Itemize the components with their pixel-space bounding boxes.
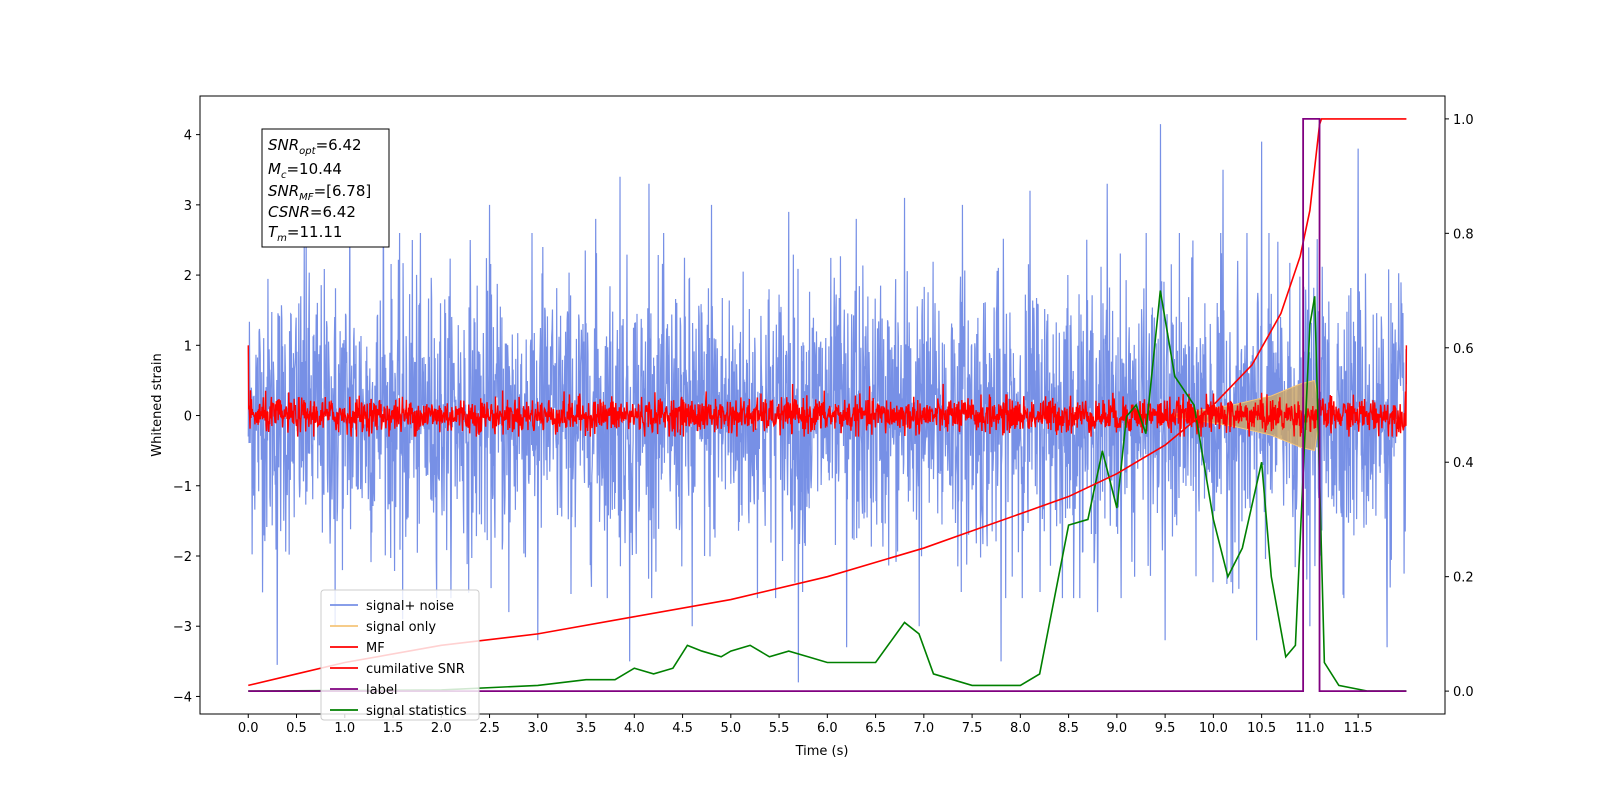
x-axis: 0.0 0.5 1.0 1.5 2.0 2.5 3.0 3.5 4.0 4.5 5.0 5.5 6.0 6… [238, 714, 1373, 736]
x-tick-label: 1.0 [334, 721, 355, 736]
x-tick-label: 10.0 [1199, 721, 1228, 736]
legend: signal+ noise signal only MF cumilative SNR… [320, 589, 480, 721]
y2-tick-label: 0.0 [1453, 685, 1474, 700]
x-tick-label: 11.0 [1295, 721, 1324, 736]
axes-frame [199, 95, 1446, 715]
x-tick-label: 9.5 [1155, 721, 1176, 736]
y-axis-right: 1.0 0.8 0.6 0.4 0.2 0.0 [1445, 113, 1474, 700]
legend-entry: cumilative SNR [366, 662, 465, 677]
x-tick-label: 6.5 [865, 721, 886, 736]
x-tick-label: 8.5 [1058, 721, 1079, 736]
annotation-mc: Mc=10.44 [268, 160, 342, 181]
y-axis-left: 4 3 2 1 0 −1 −2 −3 −4 [173, 129, 200, 705]
y2-tick-label: 0.4 [1453, 456, 1474, 471]
legend-entry: signal+ noise [366, 599, 454, 614]
series-label [248, 117, 1407, 693]
series-signal-statistics [248, 290, 1407, 692]
x-tick-label: 6.0 [817, 721, 838, 736]
x-axis-label: Time (s) [795, 744, 849, 759]
legend-entry: MF [366, 641, 385, 656]
y-axis-label: Whitened strain [150, 353, 165, 456]
plot-area [247, 117, 1408, 693]
annotation-box: SNRopt=6.42 Mc=10.44 SNRMF=[6.78] CSNR=6… [261, 128, 390, 248]
y-tick-label: 3 [184, 199, 192, 214]
series-mf [247, 345, 1408, 437]
y2-tick-label: 1.0 [1453, 113, 1474, 128]
x-tick-label: 2.5 [479, 721, 500, 736]
x-tick-label: 7.0 [913, 721, 934, 736]
annotation-snr-opt: SNRopt=6.42 [268, 136, 362, 157]
x-tick-label: 10.5 [1247, 721, 1276, 736]
x-tick-label: 5.0 [720, 721, 741, 736]
x-tick-label: 4.0 [624, 721, 645, 736]
annotation-tm: Tm=11.11 [268, 223, 342, 244]
y2-tick-label: 0.8 [1453, 227, 1474, 242]
x-tick-label: 8.0 [1010, 721, 1031, 736]
y-tick-label: 2 [184, 269, 192, 284]
x-tick-label: 0.5 [286, 721, 307, 736]
y2-tick-label: 0.2 [1453, 571, 1474, 586]
legend-entry: label [366, 683, 397, 698]
x-tick-label: 0.0 [238, 721, 259, 736]
y-tick-label: 1 [184, 339, 192, 354]
x-tick-label: 1.5 [383, 721, 404, 736]
legend-entry: signal only [366, 620, 436, 635]
x-tick-label: 7.5 [962, 721, 983, 736]
y-tick-label: −3 [173, 620, 192, 635]
annotation-csnr: CSNR=6.42 [268, 203, 356, 221]
annotation-frame [261, 128, 390, 248]
x-tick-label: 3.5 [576, 721, 597, 736]
y-tick-label: −1 [173, 480, 192, 495]
annotation-snr-mf: SNRMF=[6.78] [268, 182, 371, 203]
legend-frame [320, 589, 480, 721]
series-cumilative-snr [248, 118, 1407, 687]
y-tick-label: 0 [184, 410, 192, 425]
x-tick-label: 11.5 [1344, 721, 1373, 736]
x-tick-label: 3.0 [527, 721, 548, 736]
x-tick-label: 9.0 [1107, 721, 1128, 736]
x-tick-label: 5.5 [769, 721, 790, 736]
x-tick-label: 2.0 [431, 721, 452, 736]
legend-entry: signal statistics [366, 704, 467, 719]
y-tick-label: −4 [173, 690, 192, 705]
y-tick-label: 4 [184, 129, 192, 144]
x-tick-label: 4.5 [672, 721, 693, 736]
y-tick-label: −2 [173, 550, 192, 565]
y2-tick-label: 0.6 [1453, 342, 1474, 357]
